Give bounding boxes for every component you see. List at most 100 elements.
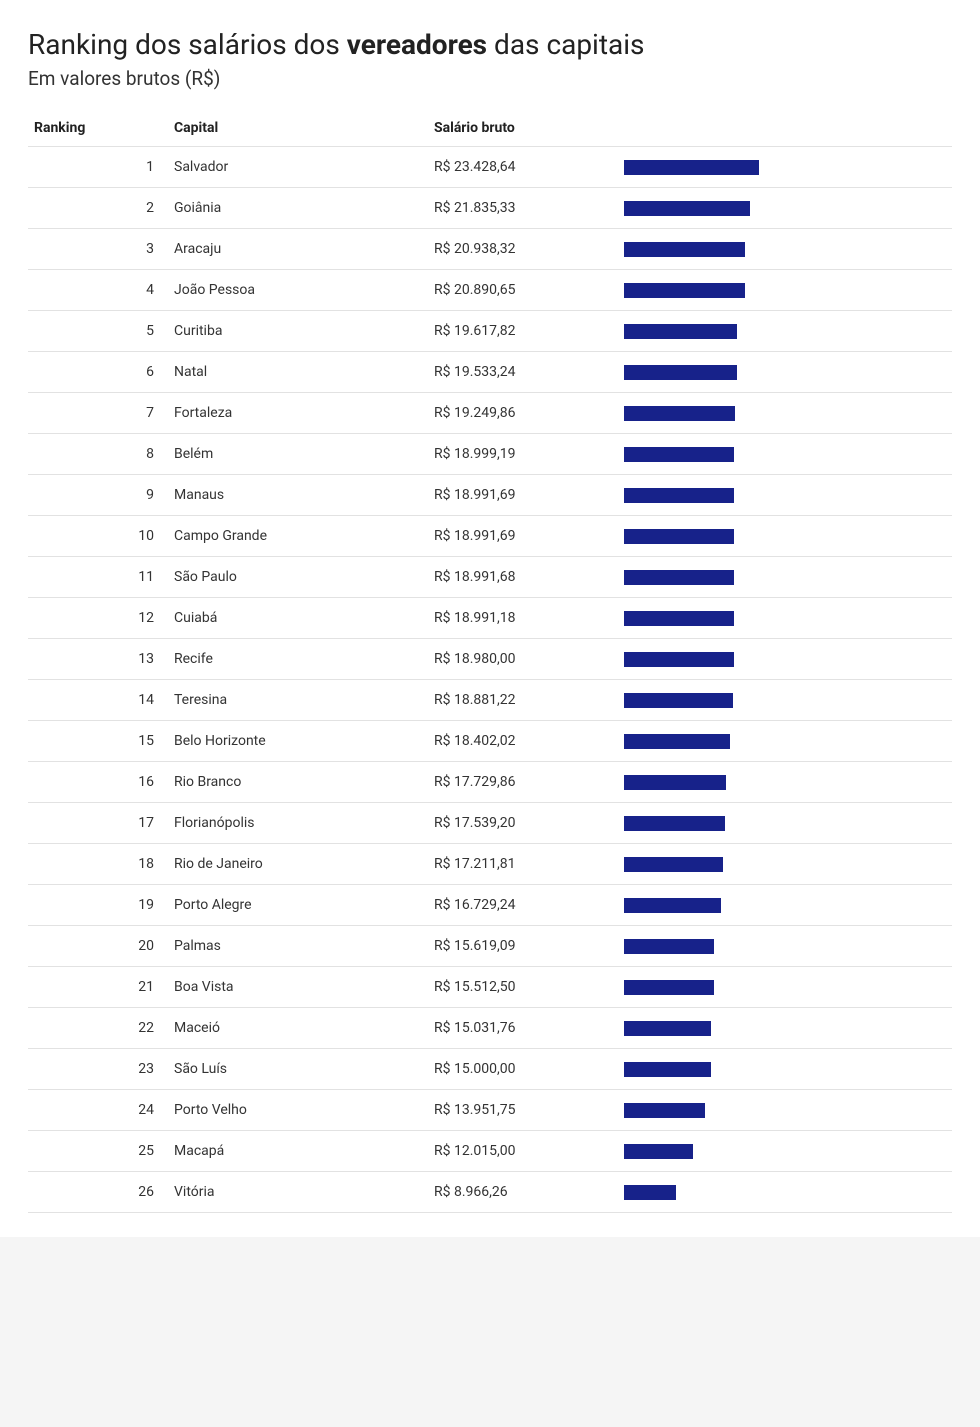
cell-salary: R$ 18.402,02 <box>428 721 618 762</box>
cell-rank: 24 <box>28 1090 168 1131</box>
bar <box>624 488 734 503</box>
cell-rank: 14 <box>28 680 168 721</box>
table-row: 24Porto VelhoR$ 13.951,75 <box>28 1090 952 1131</box>
cell-rank: 2 <box>28 188 168 229</box>
table-row: 2GoiâniaR$ 21.835,33 <box>28 188 952 229</box>
cell-bar <box>618 434 952 475</box>
cell-rank: 9 <box>28 475 168 516</box>
cell-salary: R$ 13.951,75 <box>428 1090 618 1131</box>
table-row: 25MacapáR$ 12.015,00 <box>28 1131 952 1172</box>
cell-bar <box>618 1131 952 1172</box>
cell-capital: Manaus <box>168 475 428 516</box>
cell-salary: R$ 18.991,69 <box>428 475 618 516</box>
bar <box>624 201 750 216</box>
bar-track <box>624 980 946 995</box>
bar-track <box>624 324 946 339</box>
cell-bar <box>618 393 952 434</box>
cell-bar <box>618 188 952 229</box>
bar <box>624 775 726 790</box>
cell-rank: 8 <box>28 434 168 475</box>
cell-capital: Maceió <box>168 1008 428 1049</box>
title-prefix: Ranking dos salários dos <box>28 28 347 61</box>
table-row: 20PalmasR$ 15.619,09 <box>28 926 952 967</box>
cell-rank: 10 <box>28 516 168 557</box>
cell-salary: R$ 18.999,19 <box>428 434 618 475</box>
bar-track <box>624 857 946 872</box>
cell-salary: R$ 17.539,20 <box>428 803 618 844</box>
bar-track <box>624 1103 946 1118</box>
cell-capital: Teresina <box>168 680 428 721</box>
cell-bar <box>618 311 952 352</box>
bar <box>624 611 734 626</box>
table-row: 7FortalezaR$ 19.249,86 <box>28 393 952 434</box>
cell-rank: 17 <box>28 803 168 844</box>
bar <box>624 939 714 954</box>
cell-capital: São Paulo <box>168 557 428 598</box>
cell-rank: 16 <box>28 762 168 803</box>
bar-track <box>624 816 946 831</box>
cell-capital: Porto Alegre <box>168 885 428 926</box>
cell-salary: R$ 18.991,68 <box>428 557 618 598</box>
cell-salary: R$ 8.966,26 <box>428 1172 618 1213</box>
cell-bar <box>618 926 952 967</box>
bar-track <box>624 1021 946 1036</box>
cell-capital: Campo Grande <box>168 516 428 557</box>
cell-bar <box>618 270 952 311</box>
cell-bar <box>618 721 952 762</box>
cell-salary: R$ 18.991,18 <box>428 598 618 639</box>
cell-bar <box>618 147 952 188</box>
cell-rank: 21 <box>28 967 168 1008</box>
cell-salary: R$ 17.211,81 <box>428 844 618 885</box>
table-row: 10Campo GrandeR$ 18.991,69 <box>28 516 952 557</box>
bar <box>624 1021 711 1036</box>
cell-capital: João Pessoa <box>168 270 428 311</box>
table-row: 1SalvadorR$ 23.428,64 <box>28 147 952 188</box>
cell-salary: R$ 20.890,65 <box>428 270 618 311</box>
bar <box>624 734 730 749</box>
cell-bar <box>618 598 952 639</box>
table-row: 4João PessoaR$ 20.890,65 <box>28 270 952 311</box>
cell-capital: Belo Horizonte <box>168 721 428 762</box>
cell-bar <box>618 680 952 721</box>
cell-capital: Belém <box>168 434 428 475</box>
cell-bar <box>618 1049 952 1090</box>
cell-capital: Rio de Janeiro <box>168 844 428 885</box>
table-row: 26VitóriaR$ 8.966,26 <box>28 1172 952 1213</box>
title-suffix: das capitais <box>487 28 644 61</box>
col-header-bar <box>618 112 952 147</box>
cell-capital: Natal <box>168 352 428 393</box>
table-row: 23São LuísR$ 15.000,00 <box>28 1049 952 1090</box>
bar-track <box>624 734 946 749</box>
table-row: 14TeresinaR$ 18.881,22 <box>28 680 952 721</box>
cell-bar <box>618 352 952 393</box>
footer-space <box>0 1237 980 1427</box>
cell-bar <box>618 1172 952 1213</box>
table-row: 16Rio BrancoR$ 17.729,86 <box>28 762 952 803</box>
bar-track <box>624 570 946 585</box>
bar <box>624 1144 693 1159</box>
bar <box>624 242 745 257</box>
bar-track <box>624 406 946 421</box>
bar-track <box>624 693 946 708</box>
cell-bar <box>618 229 952 270</box>
chart-subtitle: Em valores brutos (R$) <box>28 67 952 90</box>
cell-bar <box>618 762 952 803</box>
cell-capital: São Luís <box>168 1049 428 1090</box>
cell-capital: Goiânia <box>168 188 428 229</box>
cell-bar <box>618 1090 952 1131</box>
bar-track <box>624 898 946 913</box>
table-row: 11São PauloR$ 18.991,68 <box>28 557 952 598</box>
cell-salary: R$ 16.729,24 <box>428 885 618 926</box>
cell-capital: Boa Vista <box>168 967 428 1008</box>
bar-track <box>624 939 946 954</box>
table-row: 9ManausR$ 18.991,69 <box>28 475 952 516</box>
col-header-rank: Ranking <box>28 112 168 147</box>
cell-capital: Fortaleza <box>168 393 428 434</box>
col-header-capital: Capital <box>168 112 428 147</box>
table-row: 5CuritibaR$ 19.617,82 <box>28 311 952 352</box>
cell-salary: R$ 18.881,22 <box>428 680 618 721</box>
bar-track <box>624 1144 946 1159</box>
bar-track <box>624 283 946 298</box>
cell-salary: R$ 18.991,69 <box>428 516 618 557</box>
cell-rank: 23 <box>28 1049 168 1090</box>
